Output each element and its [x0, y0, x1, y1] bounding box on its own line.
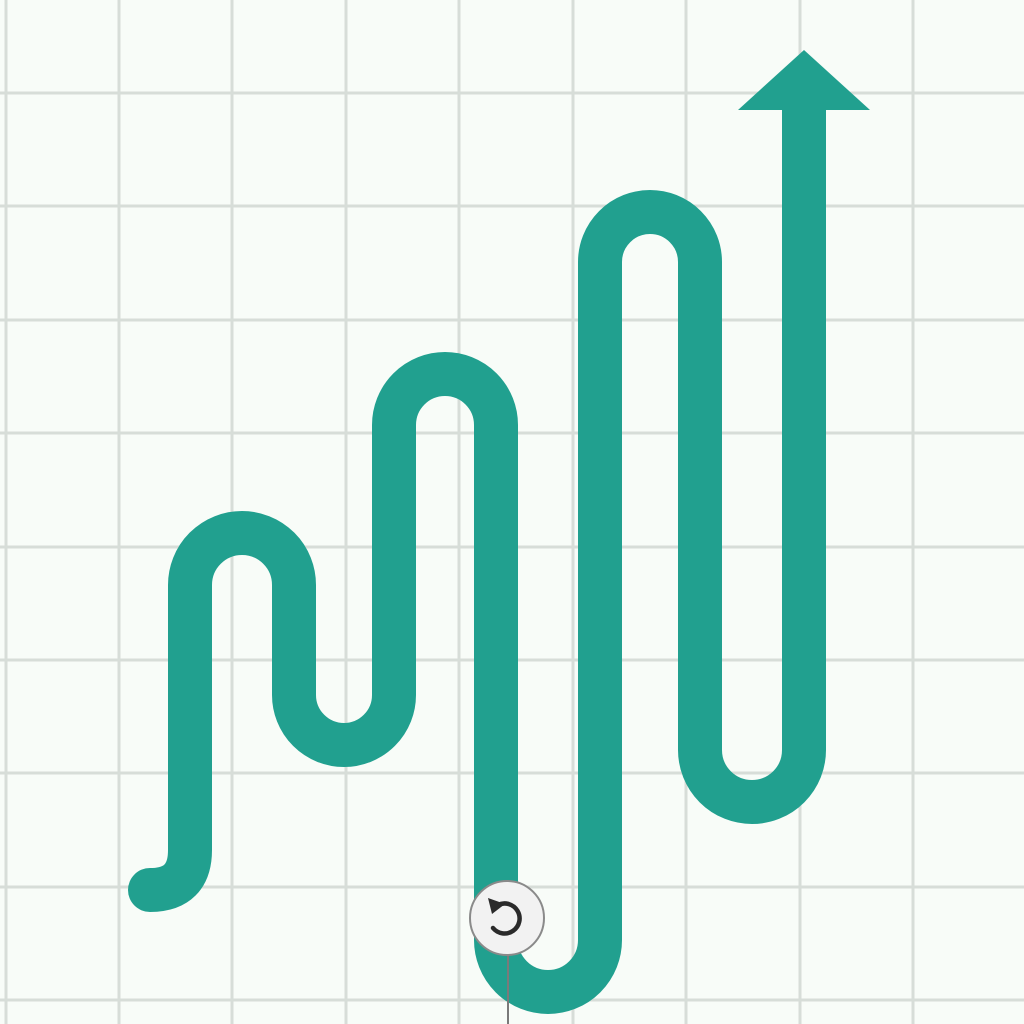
rotate-icon: [488, 898, 522, 936]
rotate-handle[interactable]: [469, 880, 545, 1024]
arrow-head[interactable]: [738, 50, 870, 110]
squiggle-arrow-shape[interactable]: [128, 50, 870, 1014]
squiggle-arrow-body[interactable]: [128, 86, 826, 1014]
rotate-handle-knob[interactable]: [469, 880, 545, 956]
